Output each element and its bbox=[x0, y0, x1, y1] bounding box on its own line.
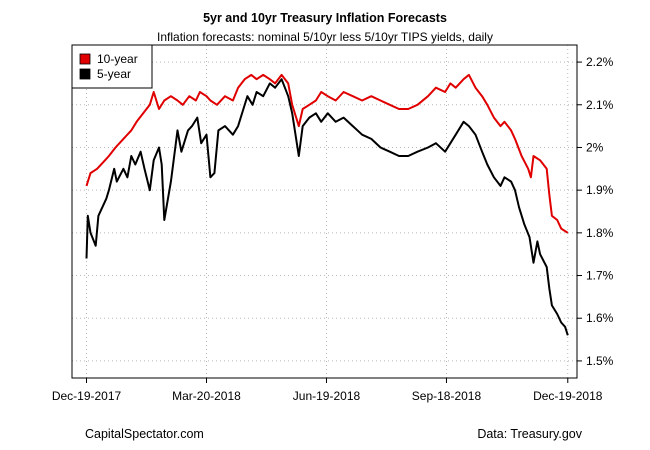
y-tick-label: 1.9% bbox=[586, 183, 614, 197]
y-tick-label: 1.8% bbox=[586, 226, 614, 240]
legend-swatch bbox=[79, 53, 91, 65]
y-tick-label: 1.7% bbox=[586, 269, 614, 283]
chart-title: 5yr and 10yr Treasury Inflation Forecast… bbox=[203, 11, 447, 25]
footer-source-site: CapitalSpectator.com bbox=[85, 427, 204, 441]
legend-label: 5-year bbox=[97, 67, 131, 81]
plot-frame bbox=[71, 44, 578, 379]
chart-subtitle: Inflation forecasts: nominal 5/10yr less… bbox=[157, 30, 493, 44]
x-tick-label: Dec-19-2018 bbox=[533, 389, 603, 403]
x-tick-label: Mar-20-2018 bbox=[172, 389, 241, 403]
y-tick-label: 2.2% bbox=[586, 55, 614, 69]
y-tick-label: 1.6% bbox=[586, 311, 614, 325]
y-tick-label: 2% bbox=[586, 140, 604, 154]
legend-swatch bbox=[79, 68, 91, 80]
series-line-ten-year bbox=[85, 73, 569, 234]
legend-box bbox=[71, 44, 153, 89]
x-tick-label: Sep-18-2018 bbox=[412, 389, 482, 403]
y-tick-label: 2.1% bbox=[586, 98, 614, 112]
series-lines bbox=[85, 73, 569, 336]
x-tick-label: Jun-19-2018 bbox=[293, 389, 361, 403]
x-tick-label: Dec-19-2017 bbox=[52, 389, 122, 403]
legend-label: 10-year bbox=[97, 52, 138, 66]
y-tick-label: 1.5% bbox=[586, 354, 614, 368]
series-line-five-year bbox=[85, 78, 569, 336]
grid bbox=[72, 45, 577, 378]
footer-data-source: Data: Treasury.gov bbox=[477, 427, 582, 441]
axes: 1.5% 1.6% 1.7% 1.8% 1.9% 2% 2.1% 2.2% Dec-19-201… bbox=[52, 55, 614, 403]
